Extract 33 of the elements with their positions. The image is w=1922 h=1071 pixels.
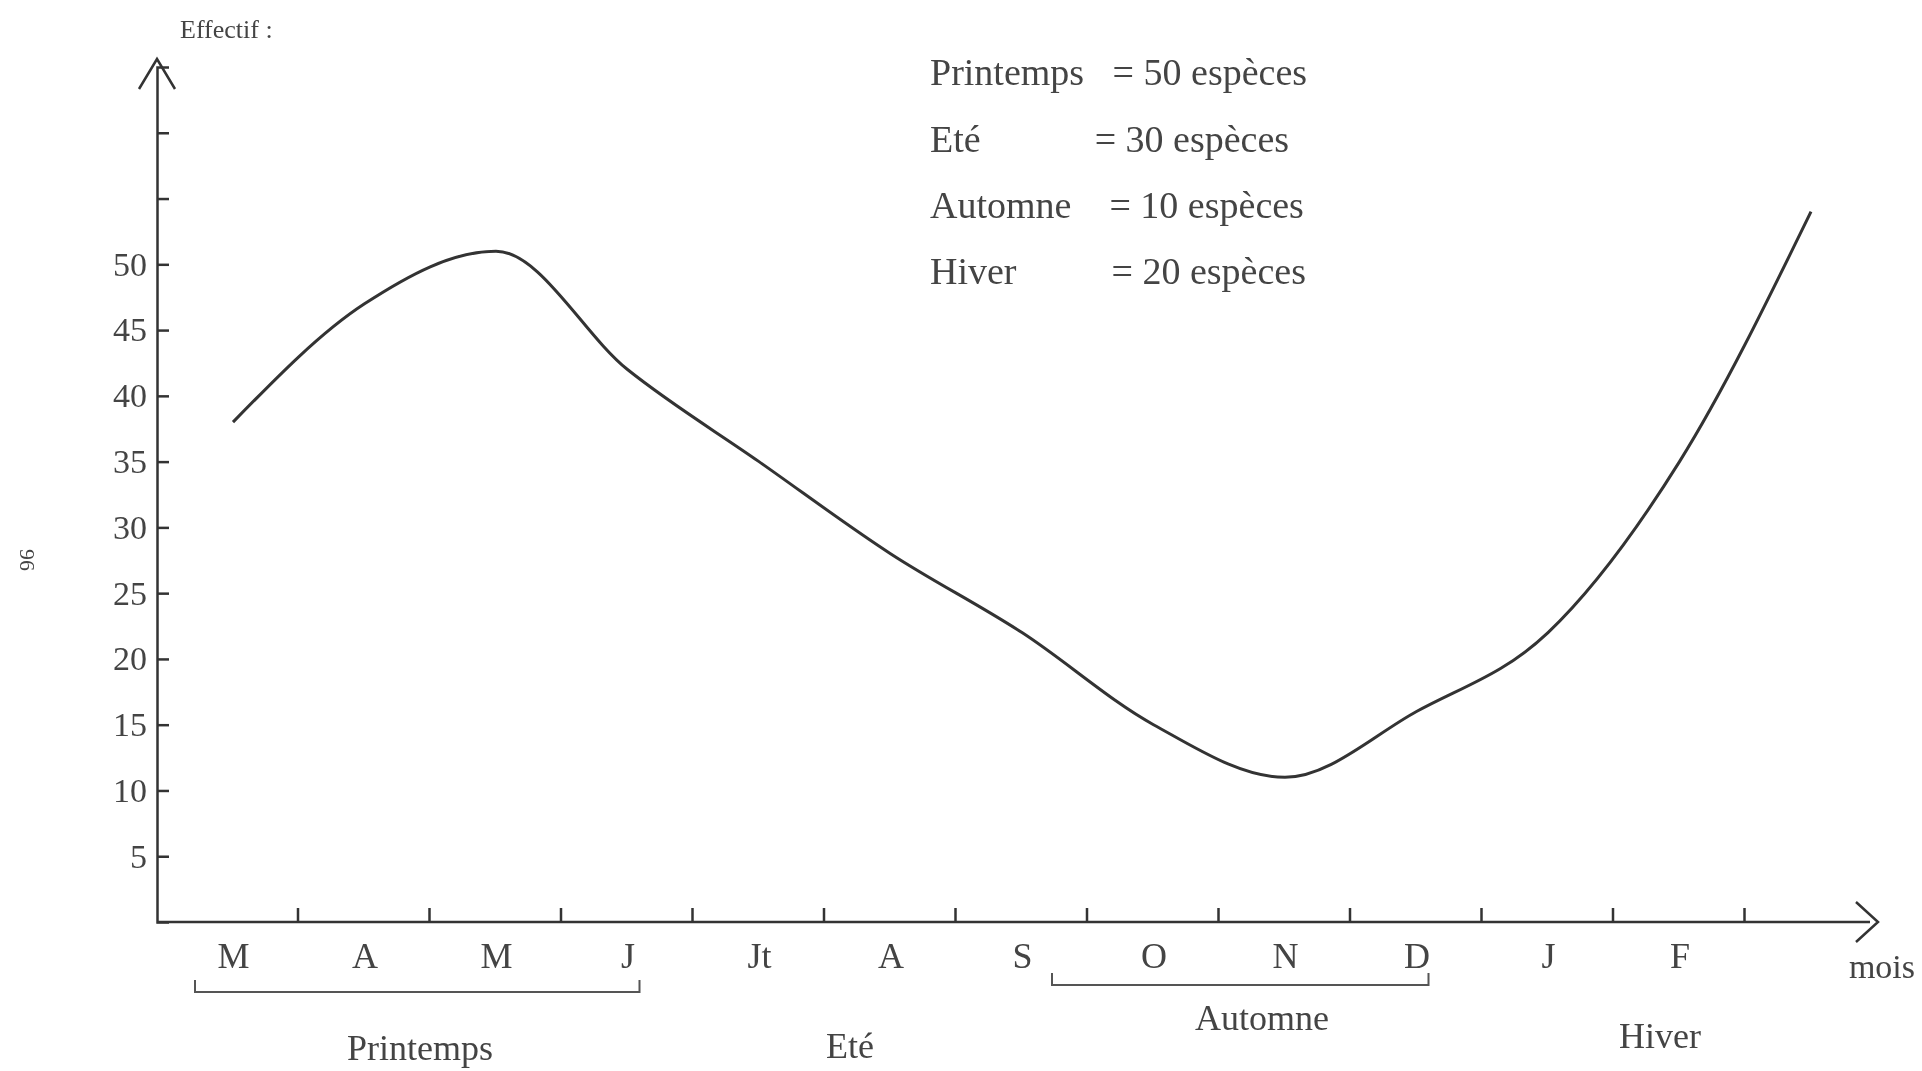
annotation: Printemps = 50 espèces (930, 51, 1308, 93)
y-tick-label: 5 (130, 837, 147, 875)
x-tick-label: N (1272, 936, 1299, 977)
y-tick-label: 35 (113, 443, 147, 480)
y-tick-label: 50 (113, 245, 147, 283)
y-tick-label: 10 (113, 771, 147, 809)
text: 96 (15, 549, 40, 571)
x-tick-label: F (1669, 936, 1691, 977)
y-tick-label: 20 (113, 640, 147, 678)
text: Hiver (1619, 1016, 1701, 1056)
text: Automne (1195, 998, 1329, 1038)
x-tick-label: J (620, 936, 636, 977)
x-axis-title: mois (1848, 948, 1915, 985)
y-tick-label: 40 (113, 377, 147, 415)
x-tick-label: M (217, 936, 250, 977)
annotation: Hiver = 20 espèces (930, 250, 1306, 292)
x-tick-label: O (1141, 936, 1167, 977)
y-tick-label: 45 (113, 311, 147, 349)
y-tick-label: 25 (113, 574, 147, 612)
x-tick-label: M (480, 936, 513, 977)
annotation: Eté = 30 espèces (930, 118, 1290, 160)
x-tick-label: D (1404, 936, 1430, 977)
y-tick-label: 30 (113, 508, 147, 546)
annotation: Automne = 10 espèces (930, 184, 1304, 226)
y-axis-title: Effectif : (180, 15, 273, 44)
text: Eté (826, 1026, 874, 1066)
x-tick-label: S (1012, 936, 1033, 977)
x-tick-label: J (1541, 936, 1556, 977)
x-tick-label: A (352, 936, 378, 977)
x-tick-label: A (878, 936, 904, 977)
x-tick-label: Jt (747, 936, 772, 977)
y-tick-label: 15 (113, 706, 147, 744)
text: Printemps (346, 1028, 494, 1068)
